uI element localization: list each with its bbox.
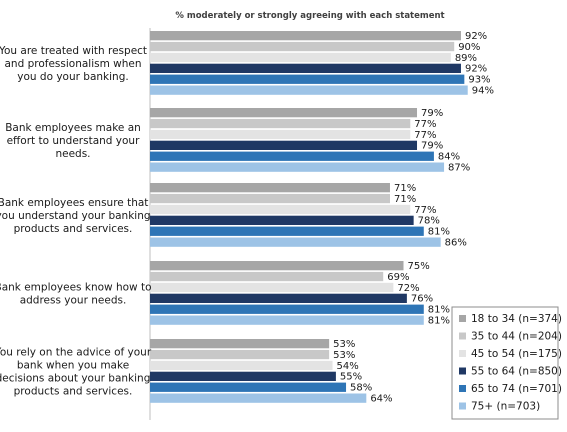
data-label-3-6: 86%: [445, 238, 467, 249]
data-label-3-4: 78%: [418, 216, 440, 227]
bar-2-6: [150, 162, 445, 172]
legend-swatch-2: [459, 332, 466, 340]
data-label-4-1: 75%: [408, 261, 430, 272]
bar-1-4: [150, 63, 461, 73]
chart-title: % moderately or strongly agreeing with e…: [175, 11, 444, 21]
category-label-1: You are treated with respect and professi…: [0, 45, 147, 83]
bar-2-5: [150, 151, 434, 161]
bar-2-2: [150, 118, 411, 129]
legend-swatch-3: [459, 350, 466, 357]
data-label-4-5: 81%: [428, 305, 450, 316]
data-label-1-4: 92%: [465, 64, 487, 75]
data-label-4-3: 72%: [397, 283, 419, 294]
data-label-4-2: 69%: [387, 272, 409, 283]
data-label-2-5: 84%: [438, 152, 460, 163]
bar-1-6: [150, 85, 468, 95]
bar-2-4: [150, 140, 418, 150]
category-label-3: Bank employees ensure that you understand…: [0, 197, 151, 235]
legend-label-3: 45 to 54 (n=175): [471, 348, 562, 360]
data-label-1-5: 93%: [468, 75, 490, 86]
legend-label-1: 18 to 34 (n=374): [471, 313, 562, 325]
bar-2-3: [150, 129, 411, 140]
bar-1-1: [150, 31, 461, 41]
bar-3-4: [150, 215, 414, 225]
bar-4-1: [150, 261, 404, 271]
category-labels-group: You are treated with respect and professi…: [0, 45, 152, 398]
data-label-5-3: 54%: [337, 361, 359, 372]
data-label-5-6: 64%: [370, 394, 392, 405]
bar-4-5: [150, 304, 424, 314]
bar-3-3: [150, 204, 411, 215]
data-label-5-1: 53%: [333, 339, 355, 350]
data-label-2-2: 77%: [414, 119, 436, 130]
data-label-3-5: 81%: [428, 227, 450, 238]
bar-5-1: [150, 339, 330, 349]
bar-4-3: [150, 282, 394, 293]
bar-1-5: [150, 74, 465, 84]
bar-4-6: [150, 315, 424, 325]
bar-1-3: [150, 52, 451, 63]
data-label-1-3: 89%: [455, 53, 477, 64]
data-label-1-1: 92%: [465, 31, 487, 42]
data-label-3-1: 71%: [394, 183, 416, 194]
data-label-2-3: 77%: [414, 130, 436, 141]
legend-label-5: 65 to 74 (n=701): [471, 383, 562, 395]
category-label-2: Bank employees make an effort to understa…: [5, 122, 141, 160]
data-label-3-2: 71%: [394, 194, 416, 205]
data-label-1-2: 90%: [458, 42, 480, 53]
bar-3-5: [150, 226, 424, 236]
legend-swatch-4: [459, 367, 466, 375]
bar-3-1: [150, 183, 390, 193]
data-label-5-4: 55%: [340, 372, 362, 383]
bar-1-2: [150, 41, 455, 52]
category-label-4: Bank employees know how to address your n…: [0, 282, 151, 307]
bar-4-4: [150, 293, 407, 303]
bar-4-2: [150, 271, 384, 282]
legend-swatch-5: [459, 385, 466, 392]
bars-group: 92%90%89%92%93%94%79%77%77%79%84%87%71%7…: [150, 31, 494, 405]
bar-5-6: [150, 393, 367, 403]
legend-label-2: 35 to 44 (n=204): [471, 331, 562, 343]
data-label-2-6: 87%: [448, 163, 470, 174]
data-label-2-4: 79%: [421, 141, 443, 152]
data-label-5-2: 53%: [333, 350, 355, 361]
legend-label-4: 55 to 64 (n=850): [471, 366, 562, 378]
legend-swatch-6: [459, 402, 466, 410]
legend-label-6: 75+ (n=703): [471, 401, 540, 413]
legend-swatch-1: [459, 315, 466, 322]
data-label-4-6: 81%: [428, 316, 450, 327]
bar-2-1: [150, 108, 418, 118]
category-label-5: You rely on the advice of your bank when …: [0, 347, 152, 398]
bar-5-5: [150, 382, 347, 392]
bar-5-2: [150, 349, 330, 360]
data-label-5-5: 58%: [350, 383, 372, 394]
bar-3-6: [150, 237, 441, 247]
data-label-4-4: 76%: [411, 294, 433, 305]
bar-5-3: [150, 360, 333, 371]
legend-box: [451, 306, 559, 420]
data-label-3-3: 77%: [414, 205, 436, 216]
bar-3-2: [150, 193, 390, 204]
bar-5-4: [150, 371, 336, 381]
legend: 18 to 34 (n=374) 35 to 44 (n=204) 45 to 54…: [451, 306, 562, 420]
data-label-2-1: 79%: [421, 108, 443, 119]
data-label-1-6: 94%: [472, 86, 494, 97]
